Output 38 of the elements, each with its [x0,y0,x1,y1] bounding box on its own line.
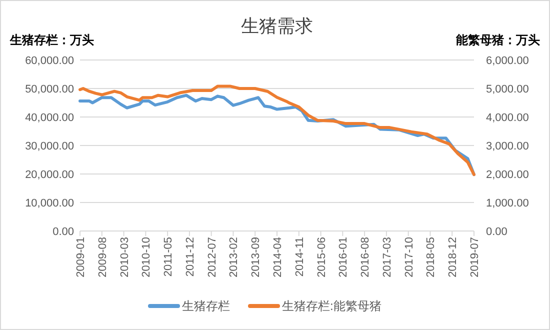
x-tick-label: 2012-07 [206,237,218,278]
x-tick-label: 2011-12 [184,237,196,277]
y-tick-label: 60,000.00 [25,55,74,67]
y-tick-label: 0.00 [52,226,74,238]
x-tick-label: 2010-10 [140,237,153,278]
x-tick-label: 2018-05 [425,237,438,278]
y2-tick-label: 3,000.00 [486,140,529,152]
chart-title: 生猪需求 [241,16,313,36]
x-tick-label: 2015-06 [316,237,328,278]
x-tick-label: 2010-03 [118,237,131,278]
y-tick-label: 10,000.00 [25,198,74,210]
legend-label: 生猪存栏 [182,299,230,313]
y-tick-label: 40,000.00 [25,112,74,124]
x-tick-label: 2019-07 [469,237,481,278]
legend-label: 生猪存栏:能繁母猪 [282,299,382,313]
y-tick-label: 30,000.00 [25,140,74,152]
y2-tick-label: 2,000.00 [486,169,529,181]
x-tick-label: 2013-09 [250,237,262,278]
y2-tick-label: 4,000.00 [486,112,529,124]
x-tick-label: 2017-03 [381,237,394,278]
y2-tick-label: 6,000.00 [486,55,529,67]
x-tick-label: 2016-01 [338,237,350,278]
y-tick-label: 20,000.00 [25,169,74,181]
y2-tick-label: 5,000.00 [486,84,529,96]
x-tick-label: 2009-01 [75,237,87,278]
y2-tick-label: 1,000.00 [486,198,529,210]
x-tick-label: 2009-08 [96,237,109,278]
x-tick-label: 2018-12 [447,237,460,278]
x-tick-label: 2013-02 [228,237,240,278]
y2-tick-label: 0.00 [486,226,508,238]
y-axis-title: 生猪存栏：万头 [9,33,94,47]
y-tick-label: 50,000.00 [25,84,74,96]
y2-axis-title: 能繁母猪：万头 [456,33,540,47]
x-tick-label: 2011-05 [162,237,175,277]
x-tick-label: 2014-11 [294,237,306,277]
x-tick-label: 2017-10 [403,237,416,278]
x-tick-label: 2014-04 [272,237,284,278]
x-tick-label: 2016-08 [360,237,372,278]
